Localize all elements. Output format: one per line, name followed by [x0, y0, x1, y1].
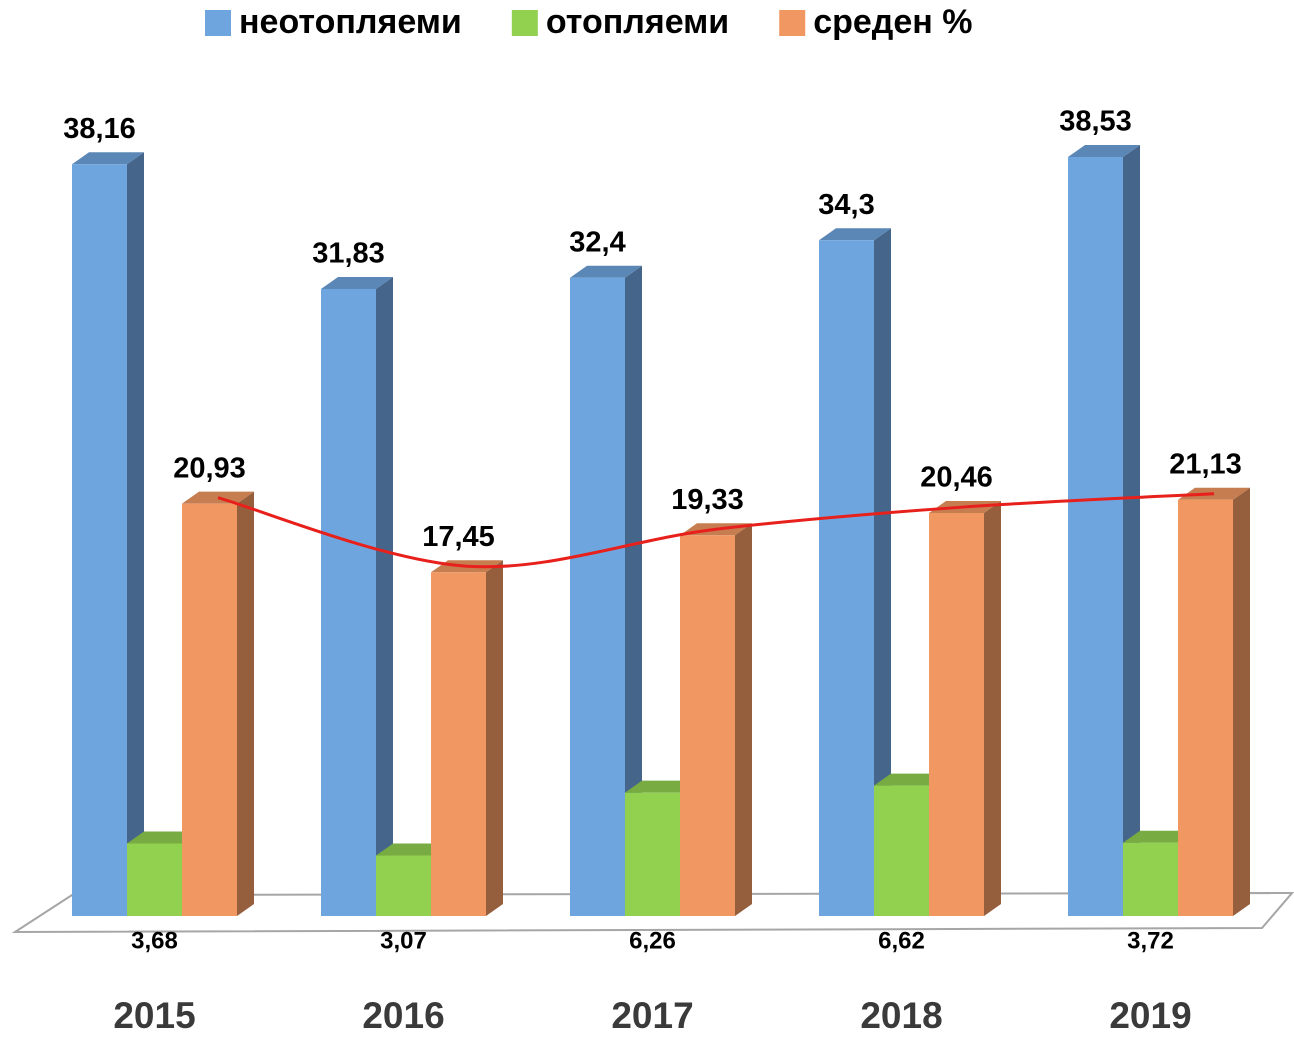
bar-top — [321, 276, 393, 289]
data-label: 31,83 — [312, 238, 385, 270]
bar — [1123, 842, 1178, 916]
bar — [570, 277, 625, 917]
legend-label: неотопляеми — [239, 3, 462, 41]
bar-side — [237, 491, 254, 916]
bar-side — [127, 152, 144, 917]
bar-side — [376, 276, 393, 917]
data-label: 3,07 — [380, 927, 427, 954]
bar-top — [819, 228, 891, 241]
legend-label: среден % — [813, 3, 972, 41]
bar-side — [984, 500, 1001, 916]
bar-top — [625, 780, 697, 793]
data-label: 3,72 — [1127, 927, 1174, 954]
data-label: 20,46 — [920, 462, 993, 494]
bar-top — [127, 831, 199, 844]
bar-side — [625, 265, 642, 917]
data-label: 3,68 — [131, 927, 178, 954]
x-tick-label: 2016 — [362, 995, 444, 1036]
bar-top — [874, 773, 946, 786]
bar — [431, 572, 486, 916]
data-label: 20,93 — [173, 452, 246, 484]
bar — [1178, 499, 1233, 916]
data-label: 6,26 — [629, 927, 676, 954]
bar-top — [376, 843, 448, 856]
bar-top — [1068, 144, 1140, 157]
legend-swatch — [205, 10, 231, 36]
bar — [72, 164, 127, 917]
bar — [874, 785, 929, 916]
data-label: 21,13 — [1169, 448, 1242, 480]
bar — [1068, 156, 1123, 917]
bar-top — [72, 152, 144, 165]
data-label: 17,45 — [422, 521, 495, 553]
bar — [680, 535, 735, 916]
bar — [182, 503, 237, 916]
legend-label: отопляеми — [546, 3, 729, 41]
bar-side — [486, 560, 503, 916]
bar-top — [570, 265, 642, 278]
data-label: 38,53 — [1059, 106, 1132, 138]
x-tick-label: 2015 — [113, 995, 195, 1036]
bar — [625, 792, 680, 916]
bar-top — [1123, 830, 1195, 843]
legend-swatch — [511, 10, 538, 36]
bar — [376, 855, 431, 916]
data-label: 32,4 — [569, 226, 625, 258]
data-label: 6,62 — [878, 927, 925, 954]
bar — [819, 240, 874, 917]
bar — [127, 843, 182, 916]
x-tick-label: 2018 — [860, 995, 942, 1036]
bar-side — [874, 228, 891, 917]
bar — [321, 288, 376, 917]
bar — [929, 512, 984, 916]
data-label: 19,33 — [671, 484, 744, 516]
legend-swatch — [779, 10, 806, 36]
bar-side — [1233, 487, 1250, 916]
bar-side — [1123, 144, 1140, 917]
trend-line — [217, 492, 1215, 569]
data-label: 34,3 — [818, 189, 874, 221]
x-tick-label: 2017 — [611, 995, 693, 1036]
data-label: 38,16 — [63, 113, 136, 145]
bar-side — [735, 523, 752, 916]
x-tick-label: 2019 — [1109, 995, 1191, 1036]
